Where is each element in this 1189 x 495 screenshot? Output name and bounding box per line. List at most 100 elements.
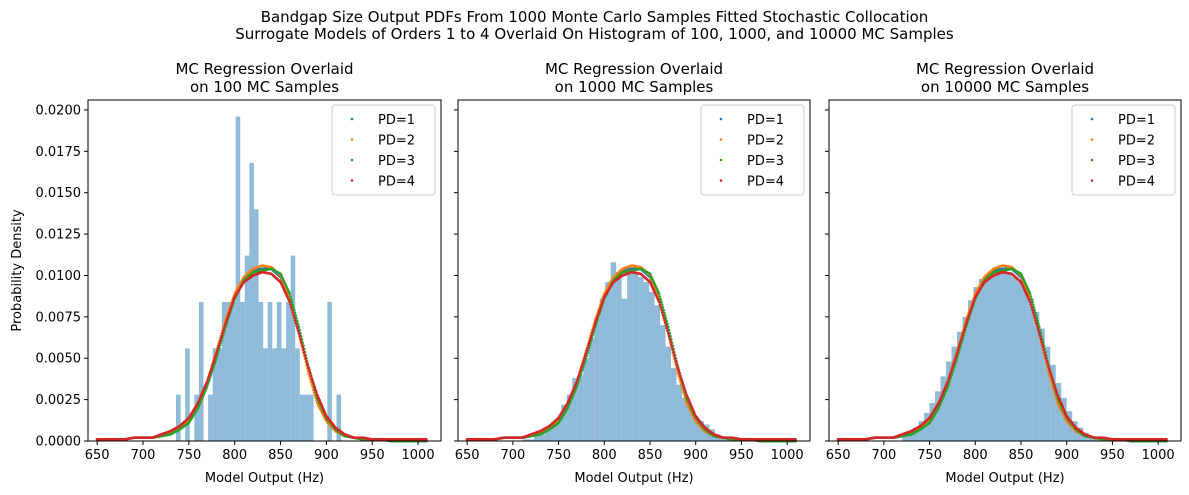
pdf-point — [576, 377, 579, 381]
suptitle-line-1: Bandgap Size Output PDFs From 1000 Monte… — [260, 8, 929, 26]
pdf-point — [664, 324, 668, 327]
x-tick-label: 1000 — [771, 448, 804, 463]
histogram-bar — [217, 348, 222, 441]
pdf-point — [593, 322, 597, 325]
pdf-point — [300, 343, 304, 346]
pdf-point — [293, 311, 297, 315]
pdf-point — [660, 303, 664, 307]
histogram-bar — [638, 277, 644, 441]
histogram-bar — [1000, 270, 1007, 441]
pdf-point — [209, 368, 213, 371]
pdf-point — [212, 359, 216, 362]
pdf-curve-4 — [95, 270, 428, 441]
pdf-point — [218, 339, 222, 343]
pdf-point — [216, 347, 220, 350]
legend-marker — [350, 158, 354, 162]
pdf-point — [587, 342, 591, 345]
pdf-point — [425, 438, 428, 441]
pdf-point — [1031, 303, 1035, 307]
pdf-point — [218, 342, 221, 345]
histogram-bar — [967, 300, 974, 441]
pdf-point — [586, 347, 589, 350]
legend-marker — [350, 179, 354, 182]
pdf-point — [669, 340, 672, 343]
pdf-point — [662, 308, 666, 312]
pdf-point — [673, 354, 676, 357]
pdf-point — [289, 303, 292, 306]
pdf-point — [668, 337, 672, 341]
histogram-bar — [272, 348, 277, 441]
histogram-bar — [295, 348, 300, 441]
histogram-bar — [588, 338, 595, 441]
histogram-bar — [176, 394, 181, 441]
pdf-point — [599, 306, 602, 310]
pdf-point — [217, 344, 220, 348]
histogram-bar — [984, 275, 990, 441]
pdf-point — [302, 348, 305, 352]
panel-title-line-1: MC Regression Overlaid — [545, 60, 723, 78]
pdf-point — [296, 329, 300, 333]
x-tick-label: 700 — [131, 448, 156, 463]
pdf-point — [679, 376, 683, 380]
pdf-point — [213, 356, 217, 360]
legend-label: PD=2 — [747, 134, 784, 149]
histogram-bar — [226, 301, 232, 441]
pdf-point — [659, 305, 662, 309]
y-tick-label: 0.0200 — [36, 103, 82, 118]
legend-label: PD=1 — [378, 113, 415, 128]
pdf-point — [208, 370, 212, 374]
histogram-bar — [627, 267, 633, 441]
histogram-bar — [671, 368, 677, 441]
y-tick-label: 0.0050 — [36, 352, 82, 367]
pdf-point — [590, 334, 593, 338]
pdf-point — [667, 334, 671, 338]
pdf-point — [207, 375, 211, 379]
histogram-bar — [1028, 298, 1034, 441]
pdf-point — [315, 391, 318, 394]
histogram-bar — [1022, 288, 1029, 441]
pdf-point — [666, 329, 669, 333]
legend-label: PD=4 — [378, 175, 415, 190]
pdf-point — [1033, 308, 1037, 312]
pdf-point — [1031, 300, 1034, 304]
chart-panel-1: 650 700 750 800 850 900 950 10000.00000.00250.0… — [10, 60, 442, 486]
histogram-bar — [643, 282, 650, 441]
x-tick-label: 750 — [546, 448, 571, 463]
histogram-bar — [249, 162, 254, 441]
pdf-point — [292, 313, 295, 317]
x-tick-label: 750 — [176, 448, 201, 463]
pdf-point — [298, 334, 301, 338]
pdf-point — [601, 300, 605, 303]
pdf-point — [679, 374, 682, 378]
y-tick-label: 0.0000 — [36, 435, 82, 450]
x-tick-label: 850 — [268, 448, 293, 463]
pdf-point — [657, 300, 661, 304]
pdf-point — [304, 356, 308, 360]
pdf-point — [293, 316, 296, 319]
histogram-bar — [973, 287, 979, 441]
pdf-point — [660, 311, 664, 314]
pdf-point — [289, 305, 293, 309]
pdf-point — [205, 380, 209, 383]
pdf-point — [223, 324, 227, 328]
pdf-point — [683, 388, 687, 392]
pdf-point — [294, 321, 298, 325]
pdf-point — [580, 363, 584, 367]
pdf-point — [215, 349, 219, 353]
pdf-point — [291, 311, 295, 314]
y-tick-label: 0.0025 — [36, 393, 82, 408]
histogram-bar — [605, 282, 611, 441]
pdf-point — [580, 366, 583, 369]
x-tick-label: 950 — [360, 448, 385, 463]
pdf-point — [678, 372, 682, 375]
histogram-bar — [594, 318, 600, 441]
pdf-point — [588, 339, 592, 343]
pdf-point — [586, 344, 590, 348]
x-tick-label: 700 — [500, 448, 525, 463]
pdf-point — [577, 375, 580, 379]
histogram-bar — [583, 358, 589, 441]
pdf-point — [680, 379, 684, 382]
histogram-bar — [621, 298, 628, 441]
